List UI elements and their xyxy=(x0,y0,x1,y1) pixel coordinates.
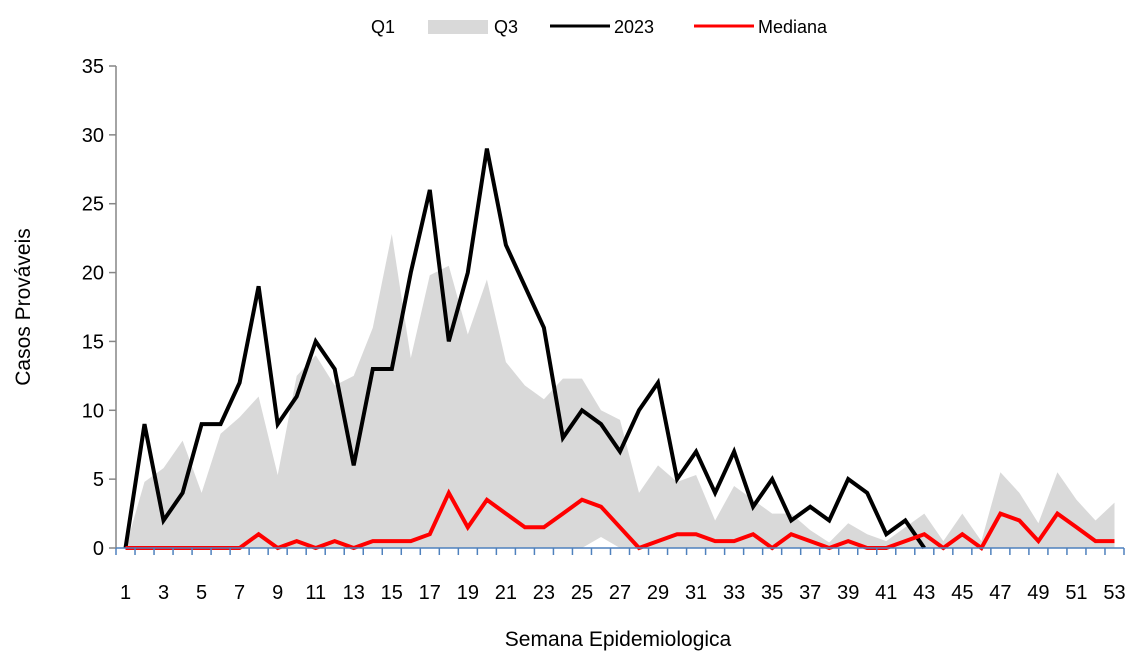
x-tick-label: 27 xyxy=(609,582,631,604)
x-tick-label: 51 xyxy=(1065,582,1087,604)
legend-swatch-q3 xyxy=(428,20,488,34)
x-tick-label: 53 xyxy=(1103,582,1125,604)
x-tick-label: 35 xyxy=(761,582,783,604)
y-axis: 0 5 10 15 20 25 30 35 xyxy=(82,56,117,560)
y-tick-label: 25 xyxy=(82,194,104,216)
x-tick-label: 5 xyxy=(196,582,207,604)
x-tick-label: 41 xyxy=(875,582,897,604)
x-tick-label: 11 xyxy=(305,582,326,604)
q1-q3-band-area xyxy=(125,234,1115,548)
x-tick-label: 33 xyxy=(723,582,745,604)
x-tick-label: 43 xyxy=(913,582,935,604)
x-tick-label: 17 xyxy=(419,582,441,604)
x-tick-label: 21 xyxy=(495,582,517,604)
x-tick-label: 7 xyxy=(234,582,245,604)
y-tick-label: 15 xyxy=(82,331,104,353)
x-axis-title: Semana Epidemiologica xyxy=(505,628,732,651)
y-axis-title: Casos Prováveis xyxy=(12,228,35,386)
x-tick-label: 9 xyxy=(272,582,283,604)
x-tick-label: 3 xyxy=(158,582,169,604)
x-tick-label: 47 xyxy=(989,582,1011,604)
y-tick-label: 20 xyxy=(82,263,104,285)
x-tick-label: 19 xyxy=(457,582,479,604)
series-line-mediana xyxy=(125,488,1115,551)
x-tick-label: 31 xyxy=(685,582,707,604)
legend-label-mediana: Mediana xyxy=(758,17,828,37)
x-tick-label: 15 xyxy=(381,582,403,604)
legend-label-q1: Q1 xyxy=(371,17,395,37)
x-tick-label: 25 xyxy=(571,582,593,604)
legend: Q1 Q3 2023 Mediana xyxy=(371,17,828,37)
y-tick-label: 30 xyxy=(82,125,104,147)
x-axis: 1 3 5 7 9 11 13 15 17 19 21 23 25 27 29 31 33 35 37 39 41 43 4… xyxy=(115,547,1126,604)
x-tick-label: 45 xyxy=(951,582,973,604)
x-tick-label: 23 xyxy=(533,582,555,604)
x-tick-label: 49 xyxy=(1027,582,1049,604)
y-tick-label: 0 xyxy=(93,538,104,560)
x-tick-label: 13 xyxy=(343,582,365,604)
legend-label-q3: Q3 xyxy=(494,17,518,37)
x-tick-label: 29 xyxy=(647,582,669,604)
x-tick-label: 1 xyxy=(120,582,131,604)
y-tick-label: 5 xyxy=(93,469,104,491)
x-tick-label: 39 xyxy=(837,582,859,604)
series-line-2023 xyxy=(123,148,926,550)
legend-label-2023: 2023 xyxy=(614,17,654,37)
y-tick-label: 10 xyxy=(82,400,104,422)
y-tick-label: 35 xyxy=(82,56,104,78)
x-tick-label: 37 xyxy=(799,582,821,604)
